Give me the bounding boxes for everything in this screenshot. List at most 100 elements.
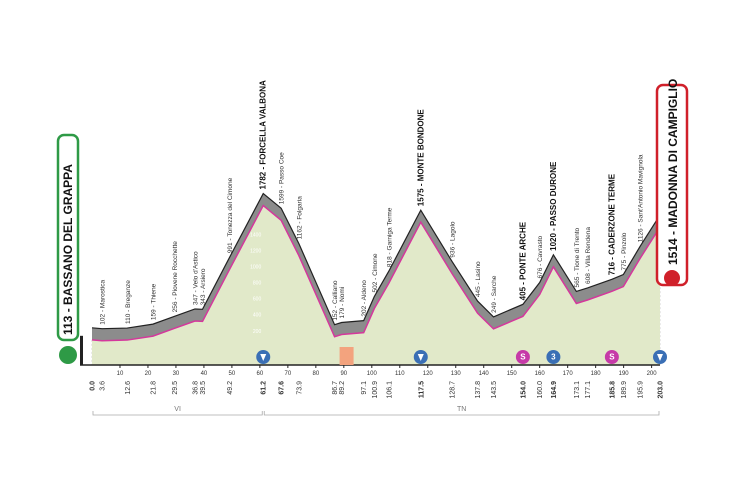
km-label: 21.8	[150, 381, 157, 395]
x-tick-label: 120	[423, 371, 434, 377]
km-label: 3.6	[100, 381, 107, 391]
km-label: 61.2	[261, 381, 268, 395]
km-label: 195.9	[638, 381, 645, 399]
y-tick-label: 1200	[250, 248, 261, 254]
x-tick-label: 130	[451, 371, 462, 377]
x-tick-label: 110	[395, 371, 405, 377]
waypoint-label: 343 - Arsiero	[200, 268, 207, 305]
waypoint-label: 159 - Thiene	[150, 283, 157, 320]
x-tick-label: 170	[563, 371, 574, 377]
x-tick-label: 20	[145, 371, 152, 377]
waypoint-label: 1020 - PASSO DURONE	[549, 161, 558, 251]
waypoint-label: 936 - Lagolo	[450, 221, 457, 258]
km-label: 0.0	[90, 381, 97, 391]
profile-top-line	[91, 192, 661, 330]
km-label: 100.9	[372, 381, 379, 399]
km-label: 164.9	[551, 381, 558, 399]
waypoint-label: 608 - Villa Rendena	[585, 227, 592, 284]
waypoint-label: 152 - Calliano	[332, 280, 339, 320]
km-label: 160.0	[537, 381, 544, 399]
x-tick-label: 100	[367, 371, 378, 377]
marker-icon	[546, 350, 561, 364]
km-label: 177.1	[585, 381, 592, 399]
waypoint-label: 405 - PONTE ARCHE	[518, 221, 527, 300]
waypoint-label: 102 - Marostica	[100, 280, 107, 325]
waypoint-label: 502 - Cimone	[372, 253, 379, 292]
start-label: 113 - BASSANO DEL GRAPPA	[61, 164, 75, 335]
km-label: 106.1	[386, 381, 393, 399]
waypoint-label: 565 - Tione di Trento	[574, 227, 581, 287]
km-label: 203.0	[658, 381, 665, 399]
x-tick-label: 40	[201, 371, 208, 377]
km-label: 154.0	[520, 381, 527, 399]
waypoint-label: 445 - Lasino	[475, 261, 482, 297]
province-label: TN	[457, 406, 466, 413]
km-label: 143.5	[491, 381, 498, 399]
waypoint-label: 1782 - FORCELLA VALBONA	[259, 80, 268, 190]
km-label: 117.5	[418, 381, 425, 398]
waypoint-label: 1599 - Passo Coe	[279, 152, 286, 204]
province-bracket	[92, 411, 263, 416]
waypoint-label: 202 - Aldeno	[361, 280, 368, 317]
profile-line	[91, 204, 661, 342]
profile-band	[92, 193, 660, 341]
km-label: 137.8	[475, 381, 482, 399]
waypoint-label: 347 - Velo d'Astico	[192, 251, 199, 305]
x-tick-label: 50	[229, 371, 236, 377]
start-icon	[59, 346, 77, 364]
km-label: 12.6	[125, 381, 132, 395]
x-tick-label: 30	[173, 371, 180, 377]
kom-triangle	[260, 354, 267, 361]
waypoint-label: 179 - Nomi	[339, 287, 346, 319]
y-tick-label: 600	[253, 297, 262, 303]
km-label: 39.5	[200, 381, 207, 395]
waypoint-label: 1126 - Sant'Antonio Mavignola	[638, 154, 645, 242]
waypoint-label: 676 - Cavrasto	[537, 236, 544, 279]
y-tick-label: 200	[253, 329, 262, 335]
km-label: 128.7	[450, 381, 457, 399]
y-tick-label: 400	[253, 313, 262, 319]
marker-icon	[604, 350, 619, 364]
km-label: 185.8	[609, 381, 616, 399]
km-label: 49.2	[227, 381, 234, 395]
x-tick-label: 80	[312, 371, 319, 377]
km-label: 29.5	[172, 381, 179, 395]
x-tick-label: 200	[647, 371, 658, 377]
y-tick-label: 1400	[250, 232, 261, 238]
waypoint-label: 1575 - MONTE BONDONE	[416, 109, 425, 207]
kom-triangle	[417, 354, 424, 361]
x-tick-label: 150	[507, 371, 518, 377]
province-label: VI	[174, 406, 181, 413]
km-label: 97.1	[361, 381, 368, 395]
km-label: 73.9	[296, 381, 303, 395]
km-label: 67.6	[279, 381, 286, 395]
start-post	[80, 335, 83, 365]
km-label: 89.2	[339, 381, 346, 395]
marker-label: S	[609, 353, 615, 362]
km-label: 189.9	[621, 381, 628, 399]
waypoint-label: 818 - Garniga Terme	[386, 207, 393, 267]
y-tick-label: 1000	[250, 264, 261, 270]
x-tick-label: 70	[285, 371, 292, 377]
km-label: 86.7	[332, 381, 339, 395]
kom-triangle	[657, 354, 663, 361]
finish-label: 1514 - MADONNA DI CAMPIGLIO	[666, 79, 680, 265]
km-label: 173.1	[574, 381, 581, 399]
x-tick-label: 160	[535, 371, 546, 377]
x-tick-label: 10	[117, 371, 124, 377]
profile-area	[92, 205, 660, 365]
waypoint-label: 991 - Tonezza del Cimone	[227, 177, 234, 253]
waypoint-label: 256 - Piovene Rocchette	[172, 241, 179, 313]
waypoint-label: 249 - Sarche	[491, 275, 498, 313]
waypoint-label: 716 - CADERZONE TERME	[607, 173, 616, 275]
x-tick-label: 60	[257, 371, 264, 377]
marker-icon	[515, 350, 530, 364]
x-tick-label: 190	[619, 371, 630, 377]
x-tick-label: 140	[479, 371, 490, 377]
waypoint-label: 1162 - Folgaria	[296, 196, 303, 240]
km-label: 36.8	[192, 381, 199, 395]
marker-label: 3	[551, 353, 556, 362]
